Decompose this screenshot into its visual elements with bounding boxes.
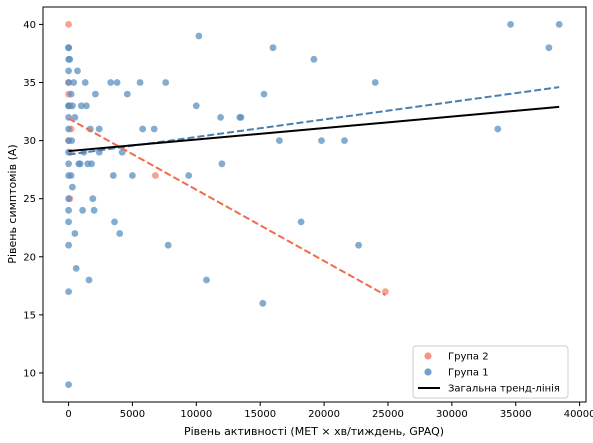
series-2-point-57: [150, 125, 158, 133]
series-2-point-12: [65, 160, 72, 168]
series-2-point-80: [545, 44, 553, 52]
series-1-point-9: [152, 172, 159, 179]
series-2-point-28: [71, 230, 79, 237]
series-2-point-76: [355, 241, 362, 249]
series-2-point-22: [69, 102, 76, 110]
series-2-point-51: [116, 230, 124, 237]
series-2-point-29: [72, 265, 80, 272]
series-2-point-56: [139, 125, 147, 133]
series-2-point-21: [67, 90, 75, 98]
series-2-point-72: [297, 218, 305, 226]
x-tick-label-30000: 30000: [436, 409, 468, 420]
x-tick-label-15000: 15000: [244, 409, 276, 420]
series-2-point-68: [259, 299, 267, 307]
y-tick-label-20: 20: [23, 252, 36, 263]
series-2-point-81: [555, 21, 563, 28]
series-2-point-73: [310, 55, 318, 63]
series-2-point-18: [65, 288, 72, 295]
series-2-point-36: [81, 79, 89, 86]
series-2-point-14: [65, 195, 72, 203]
series-2-point-30: [74, 67, 81, 75]
series-2-point-62: [195, 32, 203, 40]
series-2-point-25: [69, 183, 76, 191]
series-2-point-19: [65, 381, 72, 388]
series-2-point-32: [76, 160, 84, 168]
x-tick-label-10000: 10000: [180, 409, 212, 420]
series-2-point-60: [185, 172, 193, 179]
series-2-point-64: [217, 114, 225, 121]
chart-marks: [65, 21, 563, 388]
series-2-point-75: [341, 137, 348, 145]
series-2-point-41: [88, 160, 95, 168]
series-2-point-49: [111, 218, 118, 226]
series-2-point-58: [162, 79, 170, 86]
series-2-point-5: [65, 79, 72, 86]
x-tick-label-25000: 25000: [372, 409, 404, 420]
series-2-point-50: [113, 79, 121, 86]
series-2-point-9: [65, 125, 72, 133]
series-2-point-34: [79, 206, 86, 214]
series-1-point-1: [65, 21, 72, 28]
series-2-point-20: [66, 55, 74, 63]
series-2-point-44: [92, 90, 99, 98]
legend-box: [412, 345, 569, 399]
series-2-point-47: [107, 79, 115, 86]
series-2-point-33: [77, 102, 85, 110]
series-2-point-65: [218, 160, 226, 168]
series-2-point-74: [318, 137, 325, 145]
series-2-point-79: [507, 21, 514, 28]
series-2-point-26: [70, 79, 78, 86]
series-2-point-27: [71, 114, 79, 121]
chart-axes: 0 5000 10000 15000 20000 25000 30000 35000 40000…: [23, 20, 593, 420]
y-tick-label-15: 15: [23, 310, 36, 321]
series-2-point-53: [123, 90, 131, 98]
series-2-point-54: [129, 172, 136, 179]
series-2-point-77: [371, 79, 379, 86]
x-tick-label-5000: 5000: [120, 409, 145, 420]
series-2-point-24: [67, 172, 75, 179]
legend-marker-1: [424, 352, 432, 360]
series-2-point-4: [65, 67, 72, 75]
series-2-point-16: [65, 218, 72, 226]
y-tick-label-35: 35: [23, 78, 36, 89]
x-tick-label-20000: 20000: [308, 409, 340, 420]
series-2-point-15: [65, 206, 72, 214]
series-2-point-59: [164, 241, 172, 249]
series-2-point-39: [85, 276, 93, 284]
series-2-point-71: [276, 137, 283, 145]
plot-area: [42, 6, 587, 403]
series-2-point-67: [237, 114, 245, 121]
series-2-point-23: [68, 137, 76, 145]
series-2-point-78: [494, 125, 502, 133]
x-axis-label: Рівень активності (MET × хв/тиждень, GPA…: [184, 425, 444, 438]
series-2-point-61: [192, 102, 200, 110]
series-2-point-69: [260, 90, 268, 98]
legend-label-1: Група 2: [448, 352, 489, 363]
series-2-point-70: [269, 44, 277, 52]
series-2-point-43: [90, 206, 98, 214]
y-axis-label: Рівень симптомів (А): [6, 144, 19, 263]
series-2-point-2: [65, 44, 72, 52]
legend-label-2: Група 1: [448, 368, 489, 379]
y-tick-label-25: 25: [23, 194, 36, 205]
series-2-point-37: [83, 102, 90, 110]
series-2-point-48: [109, 172, 117, 179]
series-2-point-55: [136, 79, 144, 86]
series-2-point-63: [203, 276, 210, 284]
legend-label-3: Загальна тренд-лінія: [448, 383, 560, 395]
series-2-point-42: [89, 195, 97, 203]
series-2-point-46: [95, 125, 103, 133]
series-2-point-17: [65, 241, 72, 249]
y-tick-label-30: 30: [23, 136, 36, 147]
legend-marker-2: [424, 368, 432, 376]
x-tick-label-0: 0: [65, 409, 71, 420]
y-tick-label-10: 10: [23, 368, 36, 379]
legend: Група 2 Група 1 Загальна тренд-лінія: [412, 345, 569, 399]
trend-line-3: [68, 105, 560, 153]
x-tick-label-35000: 35000: [500, 409, 532, 420]
y-tick-label-40: 40: [23, 20, 36, 31]
x-tick-label-40000: 40000: [564, 409, 593, 420]
